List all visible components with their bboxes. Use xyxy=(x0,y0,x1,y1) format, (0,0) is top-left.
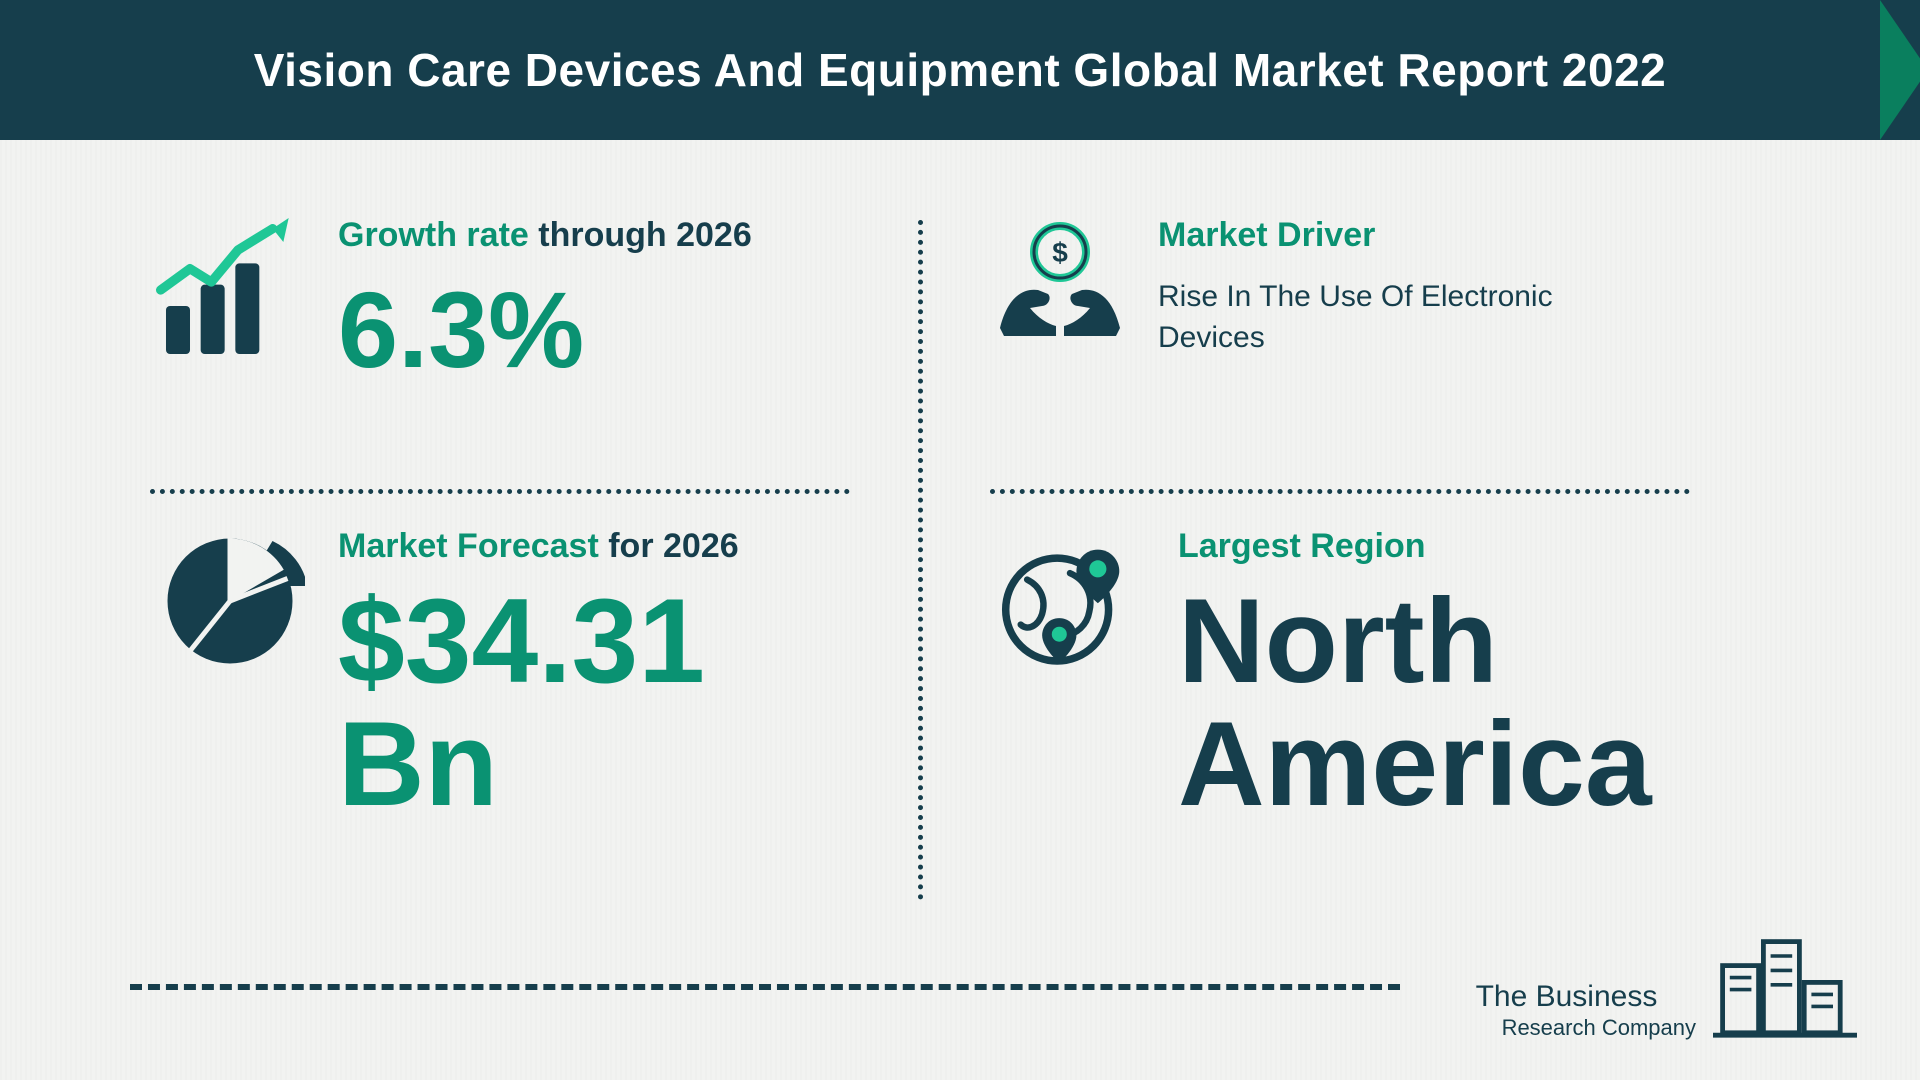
growth-label: Growth rate through 2026 xyxy=(338,216,752,254)
growth-chart-icon xyxy=(150,210,310,370)
driver-label: Market Driver xyxy=(1158,216,1375,254)
growth-label-primary: Growth rate xyxy=(338,216,529,254)
company-logo: The Business Research Company xyxy=(1476,920,1860,1040)
h-separator-left xyxy=(150,461,850,521)
quad-grid: Growth rate through 2026 6.3% $ xyxy=(150,210,1790,900)
forecast-value: $34.31 Bn xyxy=(338,580,850,825)
market-driver-panel: $ Market Driver Rise In The Use Of Elect… xyxy=(990,210,1690,461)
growth-label-secondary: through 2026 xyxy=(529,216,752,254)
vertical-separator xyxy=(890,210,950,900)
infographic-canvas: Growth rate through 2026 6.3% $ xyxy=(0,140,1920,1080)
globe-pins-icon xyxy=(990,521,1150,681)
forecast-label-secondary: for 2026 xyxy=(599,527,739,565)
page-title: Vision Care Devices And Equipment Global… xyxy=(254,43,1666,97)
region-label: Largest Region xyxy=(1178,527,1425,565)
h-separator-right xyxy=(990,461,1690,521)
bottom-dashed-rule xyxy=(130,984,1400,990)
region-value: North America xyxy=(1178,580,1690,825)
logo-line2: Research Company xyxy=(1502,1015,1696,1040)
market-forecast-panel: Market Forecast for 2026 $34.31 Bn xyxy=(150,521,850,900)
forecast-label: Market Forecast for 2026 xyxy=(338,527,739,565)
svg-text:$: $ xyxy=(1052,237,1068,268)
largest-region-panel: Largest Region North America xyxy=(990,521,1690,900)
logo-line1: The Business xyxy=(1476,980,1696,1015)
banner-arrow-icon xyxy=(1880,0,1920,140)
driver-text: Rise In The Use Of Electronic Devices xyxy=(1158,277,1598,358)
pie-chart-icon xyxy=(150,521,310,681)
hands-coin-icon: $ xyxy=(990,210,1130,350)
title-banner: Vision Care Devices And Equipment Global… xyxy=(0,0,1920,140)
growth-value: 6.3% xyxy=(338,273,850,386)
forecast-label-primary: Market Forecast xyxy=(338,527,599,565)
buildings-icon xyxy=(1710,920,1860,1040)
growth-rate-panel: Growth rate through 2026 6.3% xyxy=(150,210,850,461)
